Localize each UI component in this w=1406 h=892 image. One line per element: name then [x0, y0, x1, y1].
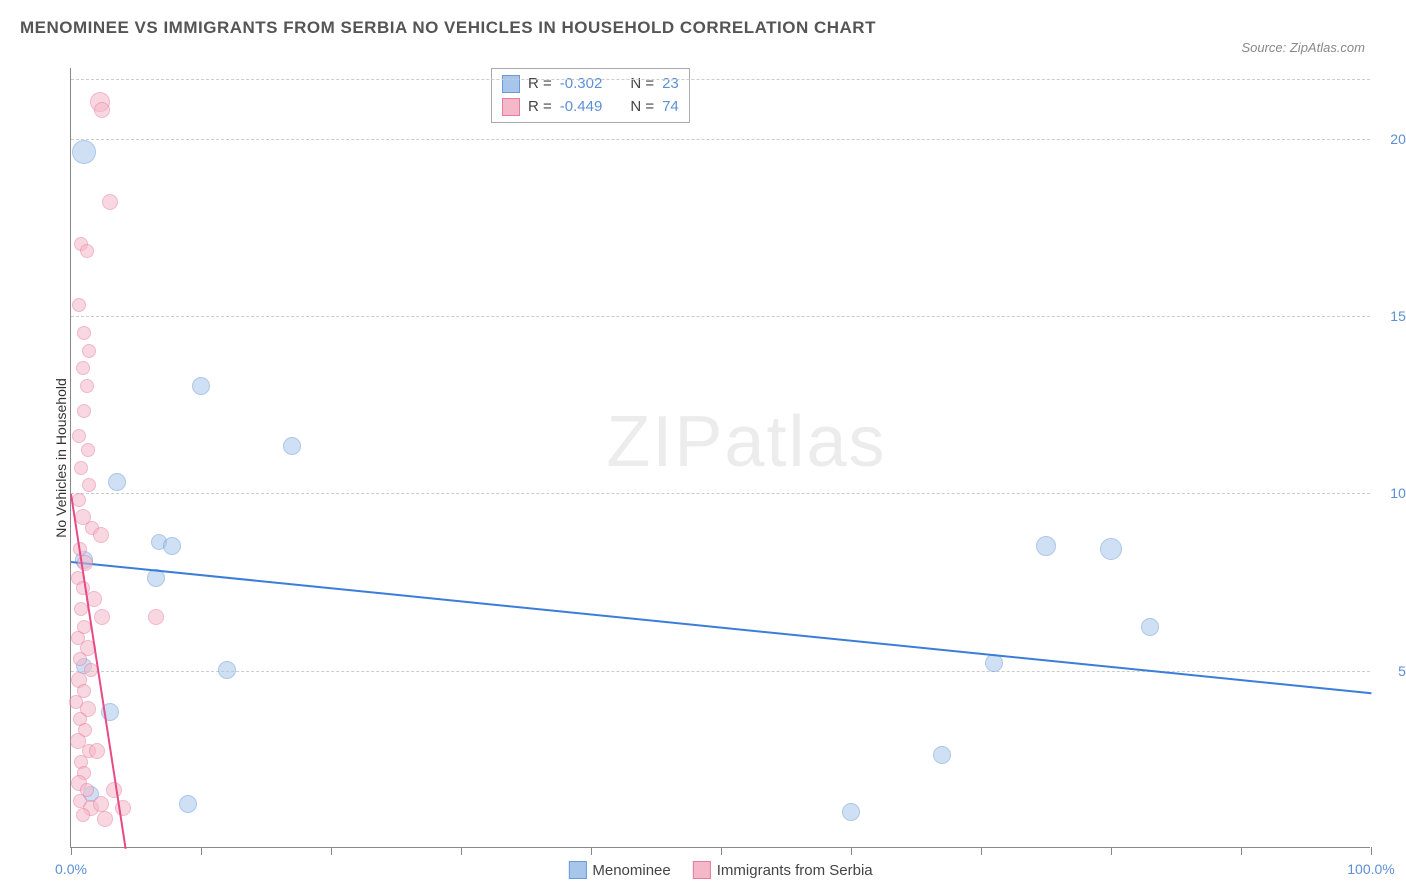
data-point — [148, 609, 164, 625]
n-value: 23 — [662, 73, 679, 96]
chart-container: MENOMINEE VS IMMIGRANTS FROM SERBIA NO V… — [20, 18, 1385, 873]
r-value: -0.449 — [560, 96, 603, 119]
data-point — [94, 102, 110, 118]
data-point — [76, 361, 90, 375]
n-value: 74 — [662, 96, 679, 119]
source-attribution: Source: ZipAtlas.com — [1241, 40, 1365, 55]
legend-row: R = -0.302 N = 23 — [502, 73, 679, 96]
gridline — [71, 79, 1370, 80]
x-tick — [981, 847, 982, 855]
gridline — [71, 316, 1370, 317]
data-point — [77, 404, 91, 418]
y-tick-label: 10.0% — [1375, 485, 1406, 501]
watermark-b: atlas — [724, 402, 886, 482]
series-legend: Menominee Immigrants from Serbia — [568, 861, 872, 879]
data-point — [89, 743, 105, 759]
x-tick — [71, 847, 72, 855]
source-name: ZipAtlas.com — [1290, 40, 1365, 55]
data-point — [283, 437, 301, 455]
data-point — [80, 379, 94, 393]
x-tick — [1111, 847, 1112, 855]
watermark: ZIPatlas — [606, 401, 886, 483]
data-point — [842, 803, 860, 821]
x-tick — [1371, 847, 1372, 855]
x-tick — [1241, 847, 1242, 855]
data-point — [1100, 538, 1122, 560]
y-tick-label: 15.0% — [1375, 308, 1406, 324]
x-tick — [461, 847, 462, 855]
data-point — [163, 537, 181, 555]
gridline — [71, 493, 1370, 494]
legend-label: Menominee — [592, 862, 670, 879]
x-tick-label: 100.0% — [1347, 861, 1394, 877]
y-axis-label: No Vehicles in Household — [53, 378, 69, 538]
x-tick — [721, 847, 722, 855]
data-point — [77, 326, 91, 340]
data-point — [1141, 618, 1159, 636]
legend-row: R = -0.449 N = 74 — [502, 96, 679, 119]
r-value: -0.302 — [560, 73, 603, 96]
data-point — [1036, 536, 1056, 556]
data-point — [72, 140, 96, 164]
data-point — [93, 527, 109, 543]
r-label: R = — [528, 73, 552, 96]
data-point — [94, 609, 110, 625]
data-point — [933, 746, 951, 764]
legend-item: Immigrants from Serbia — [693, 861, 873, 879]
data-point — [97, 811, 113, 827]
data-point — [218, 661, 236, 679]
x-tick — [331, 847, 332, 855]
correlation-legend: R = -0.302 N = 23 R = -0.449 N = 74 — [491, 68, 690, 123]
data-point — [72, 493, 86, 507]
y-tick-label: 5.0% — [1375, 663, 1406, 679]
x-tick — [591, 847, 592, 855]
x-tick — [201, 847, 202, 855]
data-point — [76, 808, 90, 822]
x-tick-label: 0.0% — [55, 861, 87, 877]
legend-item: Menominee — [568, 861, 670, 879]
data-point — [108, 473, 126, 491]
data-point — [72, 298, 86, 312]
n-label: N = — [630, 73, 654, 96]
data-point — [82, 344, 96, 358]
chart-title: MENOMINEE VS IMMIGRANTS FROM SERBIA NO V… — [20, 18, 1385, 38]
data-point — [81, 443, 95, 457]
legend-label: Immigrants from Serbia — [717, 862, 873, 879]
n-label: N = — [630, 96, 654, 119]
legend-swatch — [568, 861, 586, 879]
data-point — [82, 478, 96, 492]
legend-swatch — [693, 861, 711, 879]
data-point — [74, 461, 88, 475]
trendline — [71, 561, 1371, 694]
r-label: R = — [528, 96, 552, 119]
data-point — [80, 244, 94, 258]
y-tick-label: 20.0% — [1375, 131, 1406, 147]
source-label: Source: — [1241, 40, 1289, 55]
watermark-a: ZIP — [606, 402, 724, 482]
data-point — [179, 795, 197, 813]
plot-area: No Vehicles in Household ZIPatlas R = -0… — [70, 68, 1370, 848]
x-tick — [851, 847, 852, 855]
legend-swatch — [502, 98, 520, 116]
data-point — [192, 377, 210, 395]
data-point — [102, 194, 118, 210]
gridline — [71, 139, 1370, 140]
data-point — [72, 429, 86, 443]
